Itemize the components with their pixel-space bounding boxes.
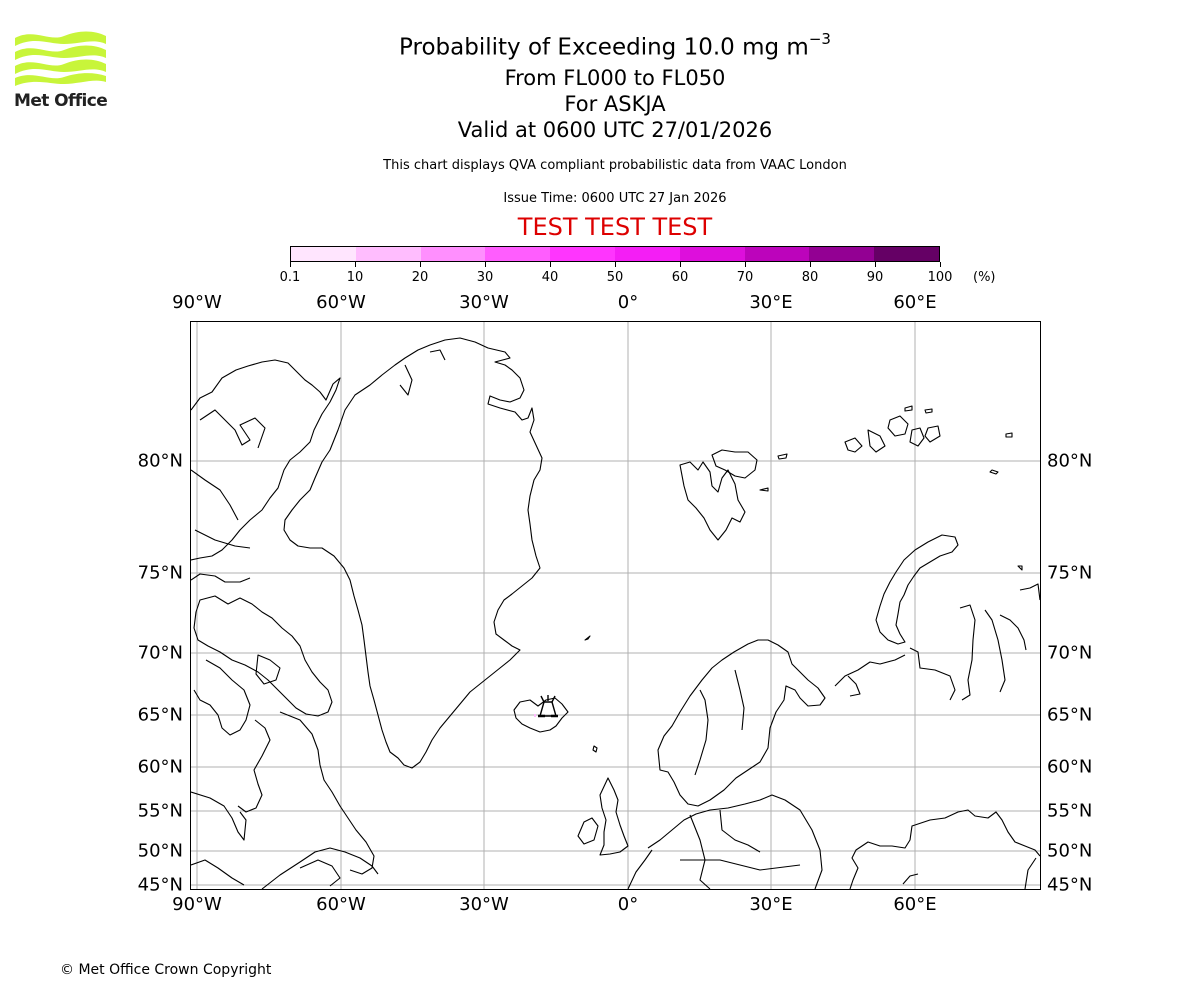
longitude-label: 60°W bbox=[316, 292, 366, 313]
colorbar-tick bbox=[680, 262, 681, 267]
colorbar-tick bbox=[550, 262, 551, 267]
flight-levels: From FL000 to FL050 bbox=[504, 65, 726, 90]
colorbar-segment bbox=[679, 247, 745, 261]
copyright: © Met Office Crown Copyright bbox=[60, 962, 272, 978]
latitude-label: 65°N bbox=[1047, 704, 1093, 726]
issue-time: Issue Time: 0600 UTC 27 Jan 2026 bbox=[503, 191, 727, 206]
colorbar-segment bbox=[614, 247, 680, 261]
colorbar-tick-label: 40 bbox=[541, 270, 559, 285]
volcano-name: For ASKJA bbox=[564, 91, 666, 116]
colorbar-tick bbox=[485, 262, 486, 267]
met-office-logo: Met Office bbox=[14, 30, 109, 112]
colorbar-segment bbox=[809, 247, 875, 261]
title-superscript: −3 bbox=[808, 30, 831, 48]
colorbar-tick-label: 0.1 bbox=[279, 270, 301, 285]
latitude-label: 65°N bbox=[137, 704, 183, 726]
chart-title: Probability of Exceeding 10.0 mg m−3 bbox=[399, 30, 831, 61]
latitude-label: 45°N bbox=[1047, 874, 1093, 896]
latitude-label: 45°N bbox=[137, 874, 183, 896]
chart-description: This chart displays QVA compliant probab… bbox=[383, 158, 847, 173]
colorbar-tick bbox=[810, 262, 811, 267]
colorbar-tick bbox=[940, 262, 941, 267]
latitude-label: 75°N bbox=[1047, 562, 1093, 584]
latitude-label: 60°N bbox=[1047, 756, 1093, 778]
colorbar-tick-label: 100 bbox=[927, 270, 953, 285]
longitude-label: 60°E bbox=[893, 292, 937, 313]
longitude-label: 30°E bbox=[749, 894, 793, 915]
colorbar-tick bbox=[355, 262, 356, 267]
colorbar-unit: (%) bbox=[973, 270, 996, 285]
map-frame bbox=[190, 321, 1041, 890]
longitude-label: 0° bbox=[617, 292, 639, 313]
latitude-label: 70°N bbox=[1047, 642, 1093, 664]
colorbar-tick bbox=[420, 262, 421, 267]
met-office-waves-icon bbox=[15, 31, 106, 86]
longitude-label: 30°E bbox=[749, 292, 793, 313]
longitude-label: 60°W bbox=[316, 894, 366, 915]
latitude-label: 70°N bbox=[137, 642, 183, 664]
colorbar bbox=[290, 246, 940, 262]
colorbar-tick-label: 10 bbox=[346, 270, 364, 285]
colorbar-tick-label: 60 bbox=[671, 270, 689, 285]
colorbar-tick-label: 70 bbox=[736, 270, 754, 285]
colorbar-segment bbox=[355, 247, 421, 261]
colorbar-tick bbox=[615, 262, 616, 267]
test-banner: TEST TEST TEST bbox=[517, 213, 713, 241]
map-plot[interactable] bbox=[190, 321, 1041, 890]
colorbar-tick-label: 20 bbox=[411, 270, 429, 285]
probability-trace bbox=[534, 714, 536, 717]
colorbar-tick-label: 90 bbox=[866, 270, 884, 285]
colorbar-tick-label: 80 bbox=[801, 270, 819, 285]
colorbar-segment bbox=[420, 247, 486, 261]
longitude-label: 90°W bbox=[172, 894, 222, 915]
colorbar-tick bbox=[875, 262, 876, 267]
volcano-icon bbox=[538, 695, 558, 718]
longitude-label: 30°W bbox=[459, 292, 509, 313]
logo-text: Met Office bbox=[14, 91, 108, 111]
latitude-label: 75°N bbox=[137, 562, 183, 584]
chart-title-block: Probability of Exceeding 10.0 mg m−3 Fro… bbox=[300, 24, 930, 143]
latitude-label: 80°N bbox=[1047, 450, 1093, 472]
latitude-label: 55°N bbox=[1047, 800, 1093, 822]
colorbar-segment bbox=[291, 247, 356, 261]
colorbar-tick-label: 30 bbox=[476, 270, 494, 285]
longitude-label: 0° bbox=[617, 894, 639, 915]
latitude-label: 55°N bbox=[137, 800, 183, 822]
colorbar-tick bbox=[290, 262, 291, 267]
colorbar-tick bbox=[745, 262, 746, 267]
latitude-label: 60°N bbox=[137, 756, 183, 778]
latitude-label: 50°N bbox=[137, 840, 183, 862]
longitude-label: 30°W bbox=[459, 894, 509, 915]
longitude-label: 90°W bbox=[172, 292, 222, 313]
colorbar-segment bbox=[550, 247, 615, 261]
colorbar-segment bbox=[744, 247, 810, 261]
valid-time: Valid at 0600 UTC 27/01/2026 bbox=[457, 117, 773, 142]
colorbar-segment bbox=[485, 247, 551, 261]
longitude-label: 60°E bbox=[893, 894, 937, 915]
coastlines bbox=[191, 337, 1040, 889]
colorbar-tick-label: 50 bbox=[606, 270, 624, 285]
latitude-label: 80°N bbox=[137, 450, 183, 472]
latitude-label: 50°N bbox=[1047, 840, 1093, 862]
colorbar-segment bbox=[874, 247, 939, 261]
